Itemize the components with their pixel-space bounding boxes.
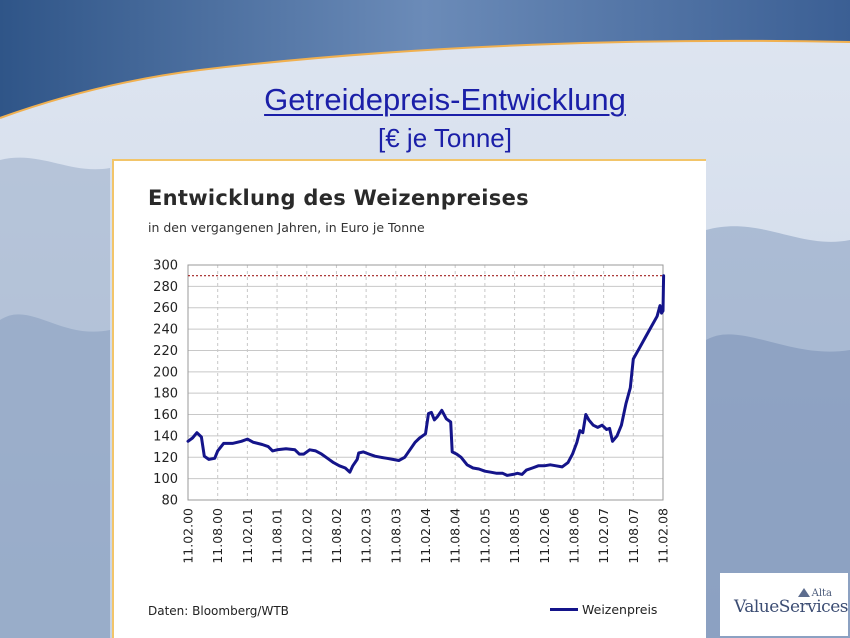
x-tick-label: 11.02.02 bbox=[299, 508, 314, 564]
y-tick-label: 240 bbox=[153, 323, 178, 338]
x-tick-label: 11.02.01 bbox=[240, 508, 255, 564]
x-tick-label: 11.02.03 bbox=[359, 508, 374, 564]
y-tick-label: 260 bbox=[153, 301, 178, 316]
slide-title: Getreidepreis-Entwicklung bbox=[264, 82, 626, 117]
y-tick-label: 100 bbox=[153, 472, 178, 487]
plot-frame bbox=[187, 264, 664, 501]
y-tick-label: 300 bbox=[153, 259, 178, 274]
x-tick-label: 11.08.06 bbox=[566, 508, 581, 564]
x-tick-label: 11.02.00 bbox=[181, 508, 196, 564]
y-tick-label: 220 bbox=[153, 344, 178, 359]
logo-triangle-icon bbox=[798, 588, 810, 597]
y-tick-label: 180 bbox=[153, 387, 178, 402]
x-tick-label: 11.08.07 bbox=[626, 508, 641, 564]
chart-legend: Weizenpreis bbox=[550, 602, 657, 617]
x-tick-label: 11.02.04 bbox=[418, 508, 433, 564]
y-tick-label: 200 bbox=[153, 365, 178, 380]
x-tick-label: 11.08.04 bbox=[448, 508, 463, 564]
chart-subtitle: in den vergangenen Jahren, in Euro je To… bbox=[148, 220, 425, 235]
chart-source: Daten: Bloomberg/WTB bbox=[148, 604, 289, 618]
company-logo: Alta ValueServices bbox=[720, 573, 848, 636]
x-tick-label: 11.08.00 bbox=[210, 508, 225, 564]
x-tick-label: 11.08.03 bbox=[388, 508, 403, 564]
y-tick-label: 140 bbox=[153, 429, 178, 444]
y-tick-label: 280 bbox=[153, 280, 178, 295]
line-chart: 80 100 120 140 160 180 200 220 240 260 280 300 11.02… bbox=[153, 259, 671, 564]
y-tick-label: 80 bbox=[161, 494, 178, 509]
x-tick-label: 11.02.07 bbox=[596, 508, 611, 564]
y-tick-label: 120 bbox=[153, 451, 178, 466]
x-tick-label: 11.02.08 bbox=[656, 508, 671, 564]
slide-subtitle: [€ je Tonne] bbox=[378, 123, 512, 153]
chart-title: Entwicklung des Weizenpreises bbox=[148, 186, 529, 210]
legend-swatch bbox=[550, 608, 578, 611]
legend-label: Weizenpreis bbox=[582, 602, 658, 617]
series-line-weizenpreis bbox=[186, 274, 666, 477]
logo-text: ValueServices bbox=[734, 597, 848, 617]
x-tick-label: 11.02.06 bbox=[537, 508, 552, 564]
logo-alta: Alta bbox=[811, 588, 832, 599]
y-tick-label: 160 bbox=[153, 408, 178, 423]
x-tick-label: 11.02.05 bbox=[477, 508, 492, 564]
x-tick-label: 11.08.01 bbox=[270, 508, 285, 564]
chart-panel: Entwicklung des Weizenpreises in den ver… bbox=[112, 159, 706, 638]
x-tick-label: 11.08.02 bbox=[329, 508, 344, 564]
x-tick-label: 11.08.05 bbox=[507, 508, 522, 564]
